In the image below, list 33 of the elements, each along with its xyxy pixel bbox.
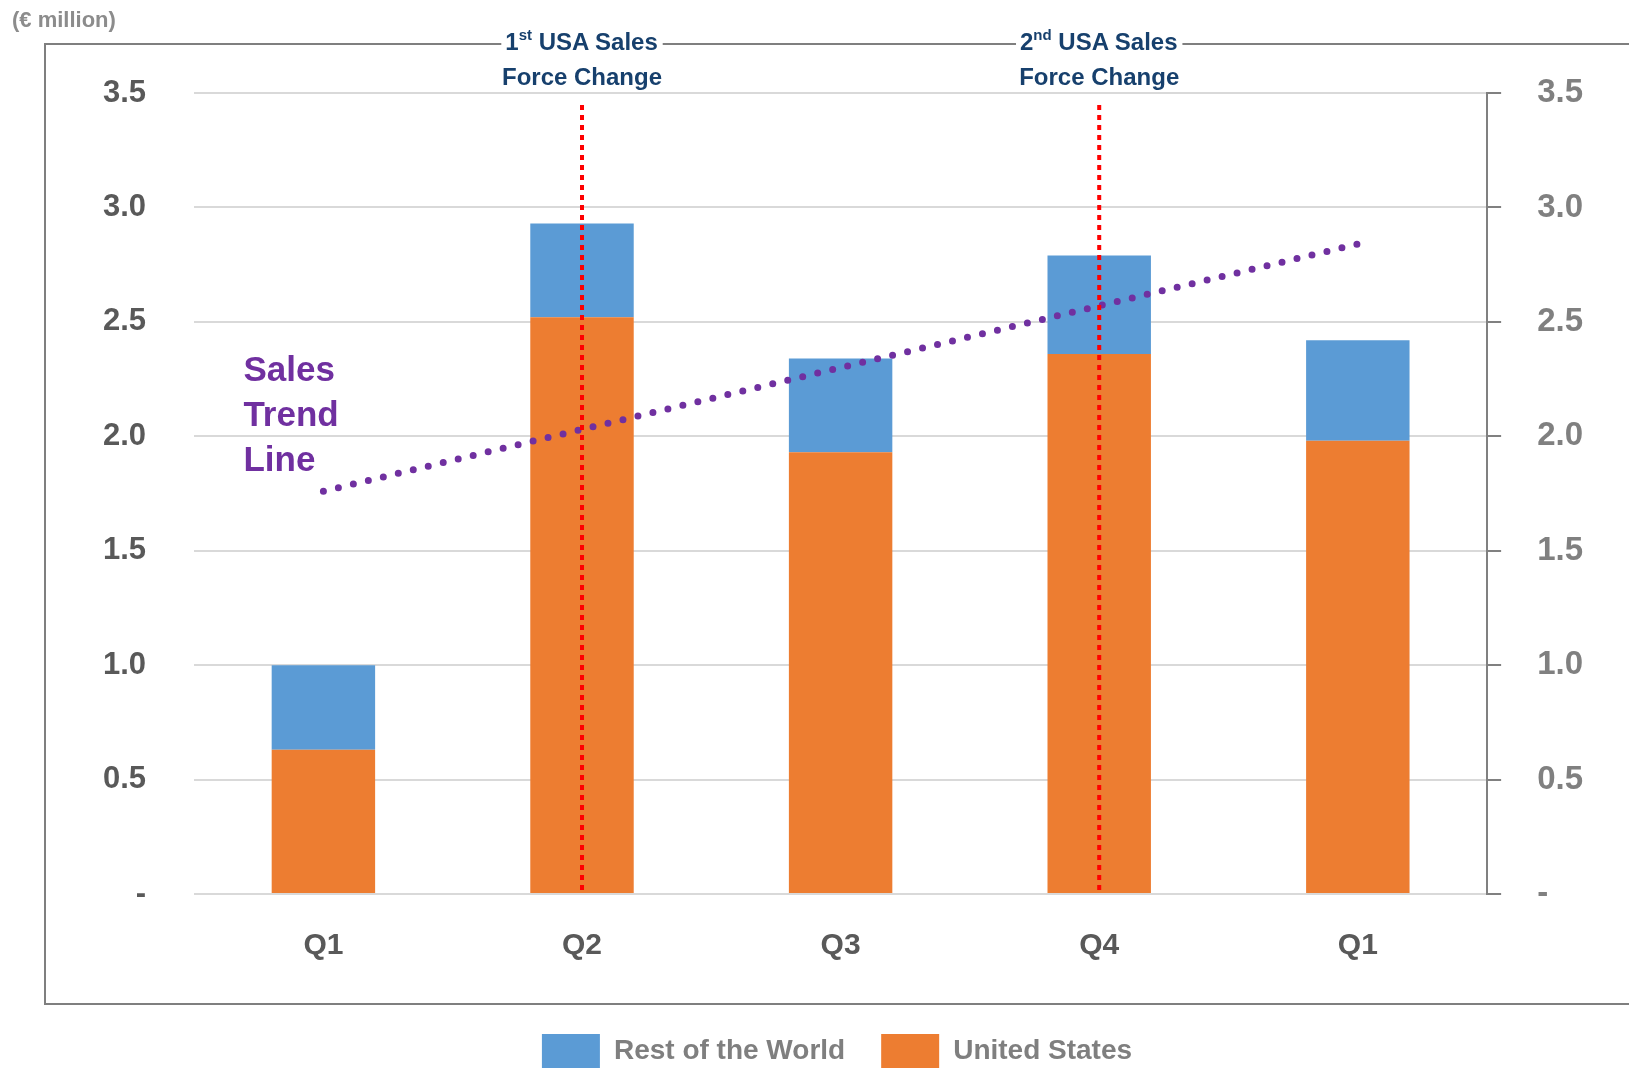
x-tick-label: Q3 [820, 927, 861, 961]
legend-label: United States [953, 1033, 1133, 1065]
bar [1306, 440, 1410, 893]
bar [1047, 255, 1151, 354]
y2-tick-label: 2.5 [1537, 300, 1583, 338]
bar [1306, 340, 1410, 441]
y-tick-label: 3.5 [102, 73, 147, 109]
y-tick-label: 2.5 [102, 302, 147, 338]
x-tick-label: Q2 [561, 927, 603, 961]
y-tick-label: - [135, 874, 147, 910]
y2-tick-label: 0.5 [1537, 758, 1583, 796]
bar [788, 358, 893, 453]
text: (€ million) [12, 7, 116, 33]
y2-tick-label: 1.0 [1537, 644, 1583, 682]
x-tick-label: Q1 [303, 927, 344, 961]
y2-tick-label: 1.5 [1537, 529, 1583, 567]
bar [788, 452, 893, 893]
y-tick-label: 1.5 [102, 531, 147, 567]
y2-tick-label: - [1537, 873, 1549, 911]
bar [271, 665, 376, 750]
y2-tick-label: 2.0 [1537, 415, 1583, 453]
y2-tick-label: 3.5 [1537, 72, 1583, 110]
x-tick-label: Q1 [1337, 927, 1378, 961]
y2-tick-label: 3.0 [1537, 186, 1583, 224]
legend-label: Rest of the World [613, 1033, 846, 1065]
bar [530, 223, 634, 318]
y-tick-label: 2.0 [102, 416, 147, 452]
series-label: Sales Trend Line [243, 349, 339, 479]
bar [271, 749, 376, 893]
y-tick-label: 0.5 [102, 760, 147, 796]
x-tick-label: Q4 [1079, 927, 1120, 961]
y-tick-label: 1.0 [102, 645, 147, 681]
y-tick-label: 3.0 [102, 187, 147, 223]
